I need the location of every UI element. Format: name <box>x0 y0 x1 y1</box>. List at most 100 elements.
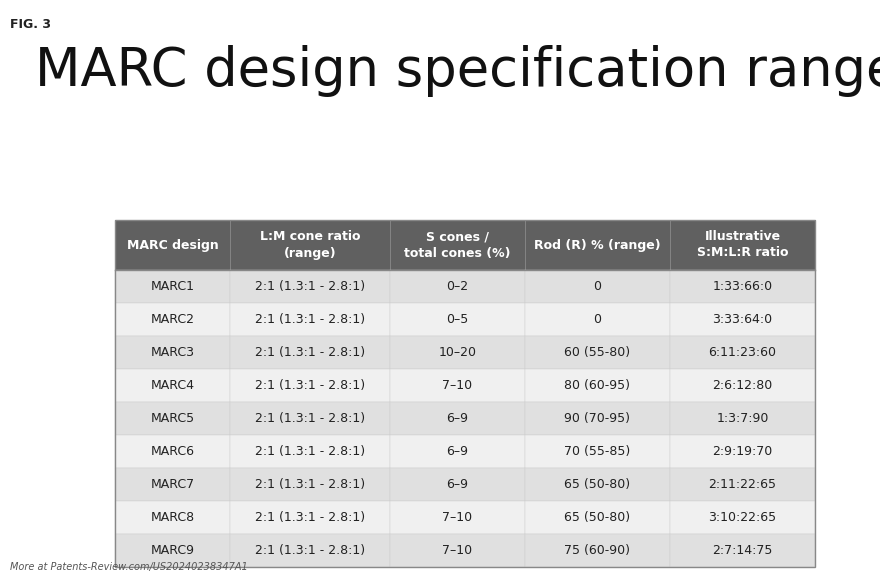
Text: 6:11:23:60: 6:11:23:60 <box>708 346 776 359</box>
Text: 10–20: 10–20 <box>438 346 476 359</box>
Text: 2:1 (1.3:1 - 2.8:1): 2:1 (1.3:1 - 2.8:1) <box>255 445 365 458</box>
Bar <box>390 220 525 270</box>
Text: 2:1 (1.3:1 - 2.8:1): 2:1 (1.3:1 - 2.8:1) <box>255 280 365 293</box>
Text: 3:10:22:65: 3:10:22:65 <box>708 511 776 524</box>
Bar <box>525 468 670 501</box>
Text: 1:33:66:0: 1:33:66:0 <box>713 280 773 293</box>
Bar <box>115 369 230 402</box>
Bar <box>390 501 525 534</box>
Bar <box>390 369 525 402</box>
Text: L:M cone ratio
(range): L:M cone ratio (range) <box>260 230 360 260</box>
Text: 3:33:64:0: 3:33:64:0 <box>713 313 773 326</box>
Text: 0: 0 <box>593 313 602 326</box>
Bar <box>115 220 815 567</box>
Text: FIG. 3: FIG. 3 <box>10 18 51 31</box>
Bar <box>670 270 815 303</box>
Bar <box>115 336 230 369</box>
Text: S cones /
total cones (%): S cones / total cones (%) <box>404 230 510 260</box>
Text: 70 (55-85): 70 (55-85) <box>564 445 631 458</box>
Bar <box>525 220 670 270</box>
Bar <box>525 369 670 402</box>
Text: MARC8: MARC8 <box>150 511 194 524</box>
Text: 7–10: 7–10 <box>443 544 473 557</box>
Text: 6–9: 6–9 <box>446 445 468 458</box>
Text: 0: 0 <box>593 280 602 293</box>
Text: 6–9: 6–9 <box>446 412 468 425</box>
Bar <box>670 303 815 336</box>
Text: 2:7:14:75: 2:7:14:75 <box>712 544 773 557</box>
Bar <box>525 501 670 534</box>
Bar <box>670 336 815 369</box>
Bar <box>670 468 815 501</box>
Bar <box>670 435 815 468</box>
Text: 2:1 (1.3:1 - 2.8:1): 2:1 (1.3:1 - 2.8:1) <box>255 379 365 392</box>
Bar <box>390 303 525 336</box>
Bar <box>115 303 230 336</box>
Text: 2:11:22:65: 2:11:22:65 <box>708 478 776 491</box>
Bar <box>230 468 390 501</box>
Bar <box>670 534 815 567</box>
Bar <box>390 435 525 468</box>
Text: MARC3: MARC3 <box>150 346 194 359</box>
Bar <box>115 402 230 435</box>
Text: 6–9: 6–9 <box>446 478 468 491</box>
Text: MARC design: MARC design <box>127 238 218 252</box>
Bar <box>115 534 230 567</box>
Bar <box>390 534 525 567</box>
Bar <box>390 270 525 303</box>
Bar <box>230 369 390 402</box>
Bar <box>525 435 670 468</box>
Text: 2:1 (1.3:1 - 2.8:1): 2:1 (1.3:1 - 2.8:1) <box>255 412 365 425</box>
Bar <box>230 220 390 270</box>
Bar <box>115 468 230 501</box>
Text: 2:6:12:80: 2:6:12:80 <box>713 379 773 392</box>
Bar <box>230 534 390 567</box>
Text: 80 (60-95): 80 (60-95) <box>564 379 630 392</box>
Text: More at Patents-Review.com/US20240238347A1: More at Patents-Review.com/US20240238347… <box>10 562 248 572</box>
Bar <box>525 534 670 567</box>
Text: 0–2: 0–2 <box>446 280 468 293</box>
Text: MARC6: MARC6 <box>150 445 194 458</box>
Text: 7–10: 7–10 <box>443 511 473 524</box>
Text: MARC2: MARC2 <box>150 313 194 326</box>
Bar <box>115 220 230 270</box>
Text: 0–5: 0–5 <box>446 313 469 326</box>
Bar <box>525 270 670 303</box>
Bar <box>390 468 525 501</box>
Bar <box>525 402 670 435</box>
Bar <box>670 369 815 402</box>
Text: 7–10: 7–10 <box>443 379 473 392</box>
Bar <box>115 501 230 534</box>
Bar <box>230 435 390 468</box>
Bar <box>390 402 525 435</box>
Bar <box>525 336 670 369</box>
Bar <box>390 336 525 369</box>
Text: MARC9: MARC9 <box>150 544 194 557</box>
Text: 1:3:7:90: 1:3:7:90 <box>716 412 769 425</box>
Text: 65 (50-80): 65 (50-80) <box>564 511 631 524</box>
Bar <box>115 435 230 468</box>
Text: 90 (70-95): 90 (70-95) <box>564 412 630 425</box>
Text: MARC5: MARC5 <box>150 412 194 425</box>
Text: 75 (60-90): 75 (60-90) <box>564 544 630 557</box>
Bar <box>670 220 815 270</box>
Text: 2:9:19:70: 2:9:19:70 <box>713 445 773 458</box>
Text: MARC4: MARC4 <box>150 379 194 392</box>
Text: MARC1: MARC1 <box>150 280 194 293</box>
Bar <box>230 336 390 369</box>
Text: 2:1 (1.3:1 - 2.8:1): 2:1 (1.3:1 - 2.8:1) <box>255 511 365 524</box>
Text: 2:1 (1.3:1 - 2.8:1): 2:1 (1.3:1 - 2.8:1) <box>255 313 365 326</box>
Bar <box>115 270 230 303</box>
Text: 2:1 (1.3:1 - 2.8:1): 2:1 (1.3:1 - 2.8:1) <box>255 346 365 359</box>
Bar <box>230 270 390 303</box>
Text: MARC design specification range: MARC design specification range <box>35 45 880 97</box>
Bar <box>525 303 670 336</box>
Bar <box>230 501 390 534</box>
Text: 65 (50-80): 65 (50-80) <box>564 478 631 491</box>
Bar <box>670 402 815 435</box>
Text: Illustrative
S:M:L:R ratio: Illustrative S:M:L:R ratio <box>697 230 788 260</box>
Text: 2:1 (1.3:1 - 2.8:1): 2:1 (1.3:1 - 2.8:1) <box>255 544 365 557</box>
Text: MARC7: MARC7 <box>150 478 194 491</box>
Text: Rod (R) % (range): Rod (R) % (range) <box>534 238 661 252</box>
Text: 2:1 (1.3:1 - 2.8:1): 2:1 (1.3:1 - 2.8:1) <box>255 478 365 491</box>
